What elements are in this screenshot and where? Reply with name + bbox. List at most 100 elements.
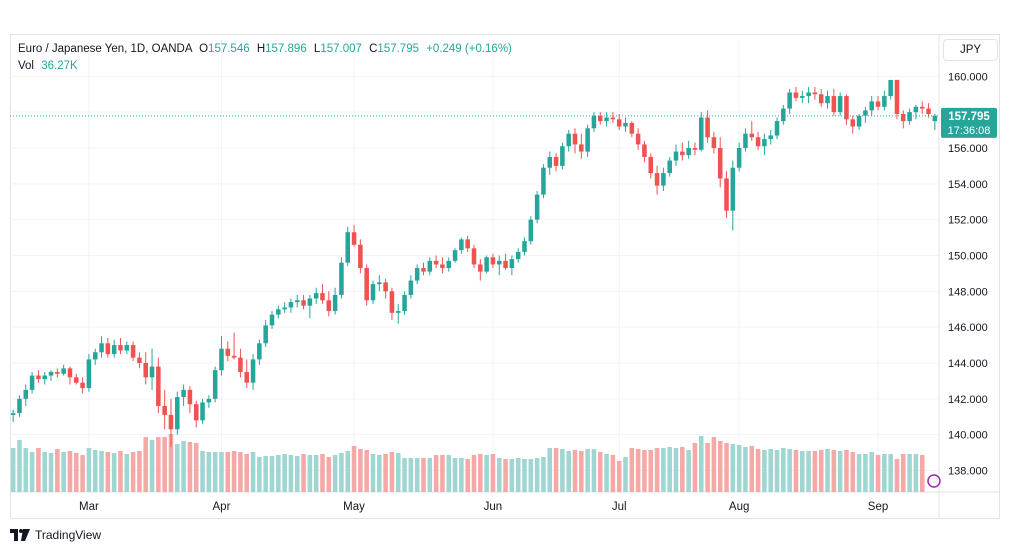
candle-body[interactable] [698,117,704,150]
candle-body[interactable] [541,167,546,195]
candle-body[interactable] [118,345,123,351]
candle-body[interactable] [193,404,199,421]
candle-body[interactable] [99,343,104,353]
candle-body[interactable] [661,173,666,186]
candle-body[interactable] [55,371,60,374]
candle-body[interactable] [332,294,338,312]
candle-body[interactable] [339,262,344,295]
candle-body[interactable] [907,112,912,122]
candle-body[interactable] [755,137,761,147]
candle-body[interactable] [263,325,268,344]
candle-body[interactable] [440,264,445,269]
candle-body[interactable] [522,241,527,252]
legend-symbol[interactable]: Euro / Japanese Yen, 1D, OANDA [18,43,192,55]
candle-body[interactable] [743,133,748,148]
candle-body[interactable] [238,357,243,372]
candle-body[interactable] [749,133,755,138]
candle-body[interactable] [137,357,142,363]
candle-body[interactable] [856,115,862,127]
candle-body[interactable] [837,96,843,113]
candle-body[interactable] [831,96,837,113]
candle-body[interactable] [269,314,275,326]
candle-body[interactable] [768,135,773,140]
candle-body[interactable] [168,414,174,430]
candle-body[interactable] [212,370,218,399]
candle-body[interactable] [528,219,534,242]
candle-body[interactable] [187,389,193,405]
candle-body[interactable] [806,92,811,97]
candle-body[interactable] [383,282,388,292]
candle-body[interactable] [162,406,167,415]
candle-body[interactable] [42,375,47,380]
candle-body[interactable] [395,311,401,313]
candle-body[interactable] [692,148,698,150]
candle-body[interactable] [465,239,470,249]
candle-body[interactable] [787,92,792,109]
candle-body[interactable] [175,397,180,430]
candle-body[interactable] [882,96,887,107]
candle-body[interactable] [597,115,603,122]
candle-body[interactable] [642,144,647,157]
candle-body[interactable] [320,293,325,301]
candle-body[interactable] [61,368,66,374]
candle-body[interactable] [29,375,35,390]
candle-body[interactable] [553,156,559,166]
candle-body[interactable] [585,128,590,152]
candle-body[interactable] [313,293,319,299]
candle-body[interactable] [105,343,111,355]
candle-body[interactable] [579,144,584,152]
candle-body[interactable] [225,348,231,356]
candle-body[interactable] [36,375,41,380]
candle-body[interactable] [471,248,477,265]
candle-body[interactable] [711,137,717,148]
candle-body[interactable] [869,101,874,111]
candle-body[interactable] [818,94,824,104]
candle-body[interactable] [844,96,849,120]
candle-body[interactable] [591,115,597,129]
candle-body[interactable] [478,264,483,272]
candle-body[interactable] [484,257,489,272]
candle-body[interactable] [673,151,679,161]
candle-body[interactable] [48,371,54,376]
candle-body[interactable] [345,232,351,263]
candle-body[interactable] [616,119,622,127]
tradingview-logo[interactable]: TradingView [10,528,101,542]
candle-body[interactable] [850,119,856,127]
candle-body[interactable] [717,148,723,179]
candle-body[interactable] [452,250,458,261]
candle-body[interactable] [276,309,281,315]
candle-body[interactable] [326,300,332,312]
candle-body[interactable] [219,348,224,371]
candle-body[interactable] [610,117,616,120]
candle-body[interactable] [926,108,931,114]
candle-body[interactable] [888,79,893,97]
candle-body[interactable] [282,307,287,310]
candle-body[interactable] [244,371,250,383]
candle-body[interactable] [402,294,407,312]
candle-body[interactable] [667,160,672,174]
candle-body[interactable] [648,156,654,174]
candle-body[interactable] [547,156,553,168]
candle-body[interactable] [421,268,426,272]
candle-body[interactable] [812,92,818,95]
candle-body[interactable] [370,284,376,301]
candle-body[interactable] [509,259,515,269]
candle-body[interactable] [459,239,464,251]
event-marker-icon[interactable] [927,474,941,488]
candle-body[interactable] [496,260,502,265]
candle-body[interactable] [686,148,691,156]
candle-body[interactable] [560,146,565,166]
candle-body[interactable] [250,359,256,383]
candle-body[interactable] [932,115,938,122]
candle-body[interactable] [288,302,294,308]
candle-body[interactable] [358,244,363,269]
candle-body[interactable] [446,260,452,269]
candle-body[interactable] [793,92,799,98]
candle-body[interactable] [200,402,205,421]
candle-body[interactable] [825,96,830,104]
candle-body[interactable] [705,117,710,138]
candle-body[interactable] [408,280,414,295]
candle-body[interactable] [572,133,578,145]
candle-body[interactable] [307,298,313,306]
